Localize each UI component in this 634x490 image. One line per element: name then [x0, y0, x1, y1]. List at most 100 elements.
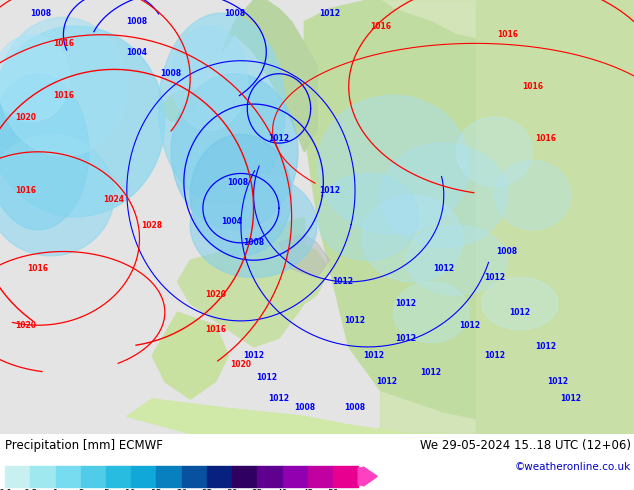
Polygon shape [0, 35, 70, 122]
Bar [283, 466, 307, 487]
Text: 1012: 1012 [395, 334, 417, 343]
Text: 1016: 1016 [522, 82, 543, 91]
Text: 35: 35 [252, 489, 263, 490]
Text: 20: 20 [176, 489, 187, 490]
Text: 1008: 1008 [224, 8, 245, 18]
Polygon shape [190, 134, 292, 256]
Text: 1016: 1016 [15, 186, 36, 196]
Text: 1016: 1016 [205, 325, 226, 334]
Polygon shape [171, 26, 247, 130]
Bar [56, 466, 81, 487]
Text: 30: 30 [226, 489, 238, 490]
Text: 1004: 1004 [126, 48, 147, 56]
Text: 1012: 1012 [534, 343, 556, 351]
Text: 1012: 1012 [319, 186, 340, 196]
Text: 1008: 1008 [243, 238, 264, 247]
Text: 1008: 1008 [294, 403, 315, 412]
Text: 1008: 1008 [344, 403, 366, 412]
Polygon shape [317, 173, 418, 260]
Text: 1: 1 [53, 489, 58, 490]
Polygon shape [380, 143, 507, 247]
Text: 0.1: 0.1 [0, 489, 12, 490]
Text: 1008: 1008 [496, 247, 518, 256]
Polygon shape [266, 239, 330, 304]
Bar [257, 466, 283, 487]
Polygon shape [171, 74, 298, 230]
Text: 1016: 1016 [534, 134, 556, 143]
Text: 1012: 1012 [332, 277, 353, 286]
Text: 10: 10 [126, 489, 137, 490]
Polygon shape [222, 0, 317, 152]
Bar [157, 466, 181, 487]
Text: 1008: 1008 [160, 69, 182, 78]
Text: 1012: 1012 [363, 351, 385, 360]
Text: 1012: 1012 [560, 394, 581, 403]
Bar [333, 466, 358, 487]
Text: 1020: 1020 [15, 321, 36, 330]
Polygon shape [0, 74, 89, 230]
Polygon shape [482, 277, 558, 330]
Text: 1028: 1028 [141, 221, 163, 230]
Text: 1004: 1004 [221, 217, 242, 226]
Text: 1012: 1012 [433, 265, 455, 273]
Bar [30, 466, 56, 487]
Text: 1016: 1016 [370, 22, 391, 30]
Text: 1012: 1012 [344, 317, 366, 325]
Text: 1012: 1012 [376, 377, 398, 386]
Polygon shape [152, 312, 228, 399]
Text: We 29-05-2024 15..18 UTC (12+06): We 29-05-2024 15..18 UTC (12+06) [420, 439, 631, 452]
Bar [5, 466, 30, 487]
Text: 1012: 1012 [458, 321, 480, 330]
Text: 40: 40 [277, 489, 288, 490]
Polygon shape [127, 399, 444, 434]
Text: 1012: 1012 [484, 273, 505, 282]
Text: 1012: 1012 [256, 373, 277, 382]
Text: 45: 45 [302, 489, 313, 490]
FancyArrow shape [358, 467, 377, 486]
Bar [81, 466, 106, 487]
Text: 1012: 1012 [509, 308, 531, 317]
Polygon shape [361, 195, 463, 282]
Bar [307, 466, 333, 487]
Text: 1008: 1008 [227, 178, 249, 187]
Bar [232, 466, 257, 487]
Bar [207, 466, 232, 487]
Polygon shape [317, 96, 469, 234]
Text: 15: 15 [151, 489, 162, 490]
Text: 5: 5 [103, 489, 109, 490]
Polygon shape [495, 160, 571, 230]
Bar [106, 466, 131, 487]
Text: 1008: 1008 [126, 17, 147, 26]
Text: 1012: 1012 [268, 134, 290, 143]
Text: 1012: 1012 [268, 394, 290, 403]
Text: 1012: 1012 [319, 8, 340, 18]
Text: 25: 25 [201, 489, 212, 490]
Text: 1024: 1024 [103, 195, 125, 204]
Text: 1016: 1016 [53, 39, 74, 48]
Polygon shape [0, 17, 127, 156]
Text: 1020: 1020 [205, 291, 226, 299]
Polygon shape [158, 87, 203, 122]
Polygon shape [456, 117, 533, 187]
Text: 1012: 1012 [420, 368, 442, 377]
Text: 1012: 1012 [395, 299, 417, 308]
Text: 50: 50 [327, 489, 339, 490]
Text: ©weatheronline.co.uk: ©weatheronline.co.uk [515, 463, 631, 472]
Text: 1016: 1016 [27, 265, 49, 273]
Text: 0.5: 0.5 [23, 489, 37, 490]
Text: 1020: 1020 [230, 360, 252, 369]
Text: Precipitation [mm] ECMWF: Precipitation [mm] ECMWF [5, 439, 163, 452]
Polygon shape [393, 282, 469, 343]
Text: 1016: 1016 [53, 91, 74, 100]
Text: 1016: 1016 [496, 30, 518, 39]
Polygon shape [406, 225, 507, 295]
Polygon shape [304, 0, 634, 434]
Text: 1012: 1012 [547, 377, 569, 386]
Polygon shape [158, 13, 285, 204]
Polygon shape [178, 217, 304, 347]
Text: 1008: 1008 [30, 8, 52, 18]
Polygon shape [190, 173, 317, 277]
Polygon shape [380, 0, 507, 434]
Bar [181, 466, 207, 487]
Text: 2: 2 [78, 489, 84, 490]
